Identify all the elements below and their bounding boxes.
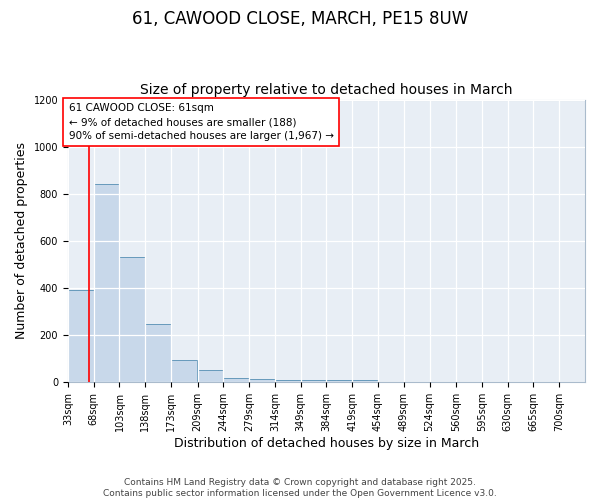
Text: 61, CAWOOD CLOSE, MARCH, PE15 8UW: 61, CAWOOD CLOSE, MARCH, PE15 8UW: [132, 10, 468, 28]
Text: 61 CAWOOD CLOSE: 61sqm
← 9% of detached houses are smaller (188)
90% of semi-det: 61 CAWOOD CLOSE: 61sqm ← 9% of detached …: [68, 103, 334, 141]
Y-axis label: Number of detached properties: Number of detached properties: [15, 142, 28, 340]
Bar: [223, 378, 249, 382]
X-axis label: Distribution of detached houses by size in March: Distribution of detached houses by size …: [174, 437, 479, 450]
Bar: [119, 258, 145, 382]
Bar: [94, 184, 119, 382]
Bar: [145, 324, 171, 382]
Bar: [197, 370, 223, 382]
Bar: [326, 380, 352, 382]
Title: Size of property relative to detached houses in March: Size of property relative to detached ho…: [140, 83, 513, 97]
Bar: [275, 380, 301, 382]
Bar: [249, 379, 275, 382]
Bar: [352, 380, 378, 382]
Bar: [171, 360, 197, 382]
Bar: [301, 380, 326, 382]
Text: Contains HM Land Registry data © Crown copyright and database right 2025.
Contai: Contains HM Land Registry data © Crown c…: [103, 478, 497, 498]
Bar: [68, 290, 94, 382]
